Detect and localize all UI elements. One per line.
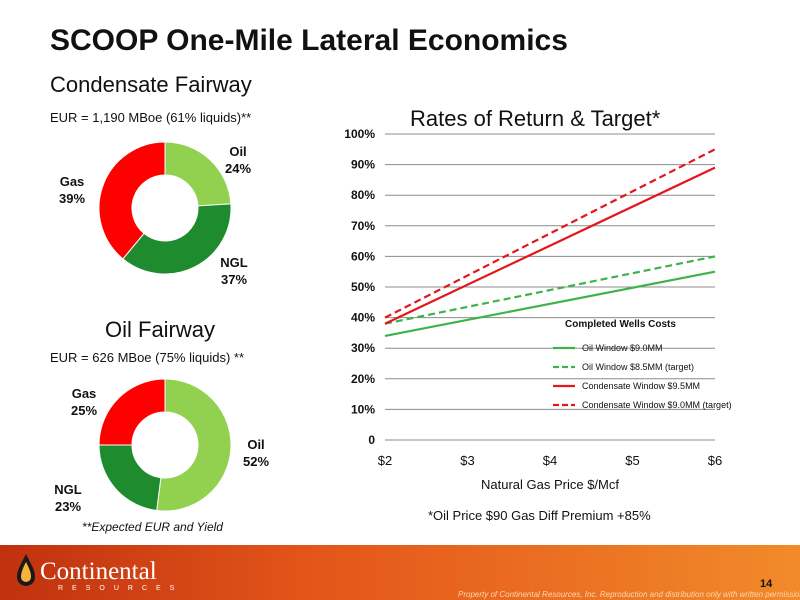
x-axis-label: Natural Gas Price $/Mcf xyxy=(481,477,619,492)
footer-bar xyxy=(0,545,800,600)
condensate-gas-label: Gas 39% xyxy=(58,174,86,206)
logo-wordmark: Continental xyxy=(40,558,157,585)
rates-of-return-chart: 0 10% 20% 30% 40% 50% 60% 70% 80% 90% 100% $2 $3 $4 $5… xyxy=(344,127,732,492)
x-tick-label: $2 xyxy=(378,453,392,468)
oil-ngl-label: NGL 23% xyxy=(54,482,82,514)
y-tick-label: 80% xyxy=(351,188,375,202)
page-number: 14 xyxy=(760,578,773,590)
y-tick-label: 70% xyxy=(351,219,375,233)
x-tick-label: $4 xyxy=(543,453,557,468)
y-tick-label: 60% xyxy=(351,249,375,263)
y-tick-label: 0 xyxy=(368,433,375,447)
condensate-donut-chart xyxy=(98,141,232,275)
series-line-1 xyxy=(384,270,716,338)
oil-oil-label: Oil 52% xyxy=(242,437,270,469)
x-tick-label: $6 xyxy=(708,453,722,468)
logo-drop-icon xyxy=(17,554,35,586)
donut-slice-gas xyxy=(98,141,166,260)
legend-item-label: Condensate Window $9.0MM (target) xyxy=(582,400,732,410)
series-line-3 xyxy=(384,166,716,325)
y-tick-label: 50% xyxy=(351,280,375,294)
y-tick-label: 30% xyxy=(351,341,375,355)
slide-title: SCOOP One-Mile Lateral Economics xyxy=(50,24,568,57)
series-line-2 xyxy=(384,255,716,325)
condensate-ngl-label: NGL 37% xyxy=(220,255,248,287)
y-tick-label: 100% xyxy=(344,127,375,141)
x-tick-label: $5 xyxy=(625,453,639,468)
y-tick-label: 40% xyxy=(351,311,375,325)
logo-subtitle: RESOURCES xyxy=(58,585,184,592)
oil-fairway-title: Oil Fairway xyxy=(105,317,216,342)
y-tick-label: 90% xyxy=(351,158,375,172)
legend-title: Completed Wells Costs xyxy=(565,319,676,330)
legend-item-label: Oil Window $8.5MM (target) xyxy=(582,362,694,372)
oil-eur: EUR = 626 MBoe (75% liquids) ** xyxy=(50,350,245,365)
donut-slice-oil xyxy=(156,378,232,512)
donut-slice-gas xyxy=(98,378,166,446)
x-tick-label: $3 xyxy=(460,453,474,468)
disclaimer: Property of Continental Resources, Inc. … xyxy=(458,590,800,599)
legend-item-label: Oil Window $9.0MM xyxy=(582,343,663,353)
y-tick-label: 20% xyxy=(351,372,375,386)
series-line-4 xyxy=(384,148,716,319)
condensate-oil-label: Oil 24% xyxy=(224,144,252,176)
price-note: *Oil Price $90 Gas Diff Premium +85% xyxy=(428,508,651,523)
oil-gas-label: Gas 25% xyxy=(70,386,98,418)
condensate-eur: EUR = 1,190 MBoe (61% liquids)** xyxy=(50,110,252,125)
eur-footnote: **Expected EUR and Yield xyxy=(82,520,223,534)
line-chart-title: Rates of Return & Target* xyxy=(410,106,661,131)
legend-item-label: Condensate Window $9.5MM xyxy=(582,381,700,391)
donut-slice-ngl xyxy=(122,203,232,275)
y-tick-label: 10% xyxy=(351,402,375,416)
oil-donut-chart xyxy=(98,378,232,512)
condensate-fairway-title: Condensate Fairway xyxy=(50,72,252,97)
donut-slice-ngl xyxy=(98,444,162,512)
